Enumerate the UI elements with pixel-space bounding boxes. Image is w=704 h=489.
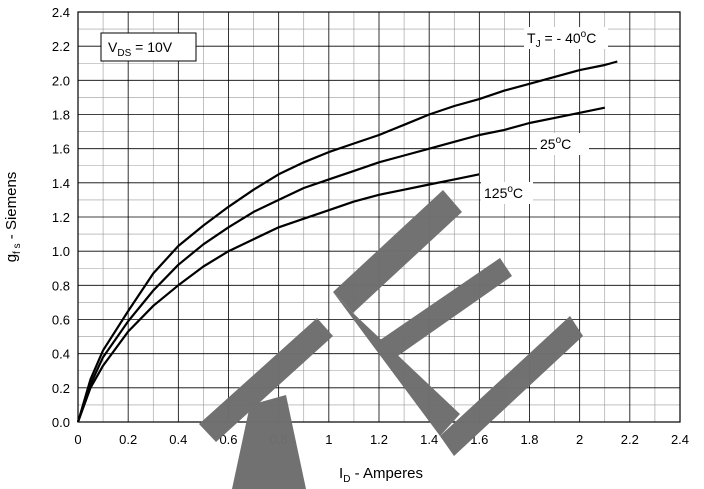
x-tick-label: 0.4 — [169, 432, 187, 447]
series-labels: TJ = - 40oC 25oC 125oC — [481, 27, 608, 204]
x-tick-label: 1 — [325, 432, 332, 447]
watermark-stroke-1 — [232, 395, 306, 489]
x-tick-label: 1.8 — [520, 432, 538, 447]
y-tick-label: 2.2 — [52, 39, 70, 54]
y-tick-label: 1.4 — [52, 176, 70, 191]
watermark-stroke-4 — [380, 258, 512, 360]
watermark-logo — [199, 190, 583, 489]
watermark-stroke-3 — [333, 292, 460, 436]
x-axis-title: ID - Amperes — [339, 465, 423, 485]
series-label-background — [481, 182, 533, 204]
watermark-stroke-2 — [333, 190, 462, 313]
condition-box: VDS = 10V — [100, 32, 197, 62]
x-axis-tick-labels: 00.20.40.60.811.21.41.61.822.22.4 — [74, 432, 689, 447]
y-axis-title: gf s - Siemens — [3, 172, 23, 263]
series-line-2 — [76, 173, 480, 423]
series-label-2: 125oC — [484, 184, 523, 201]
condition-box-frame — [100, 32, 197, 62]
series-label-1: 25oC — [540, 135, 571, 152]
x-tick-label: 1.2 — [370, 432, 388, 447]
y-tick-label: 0.2 — [52, 381, 70, 396]
y-tick-label: 0.8 — [52, 278, 70, 293]
condition-box-label: VDS = 10V — [108, 39, 173, 59]
series-lines — [76, 60, 618, 423]
x-tick-label: 2 — [576, 432, 583, 447]
y-axis-tick-labels: 0.0 0.2 0.4 0.6 0.8 1.0 1.2 1.4 1.6 1.8 2.0 2.2 2.4 — [52, 5, 70, 430]
series-label-background — [524, 27, 608, 49]
watermark-stroke-0 — [199, 318, 333, 442]
series-label-0: TJ = - 40oC — [527, 29, 596, 50]
series-line-0 — [76, 60, 618, 423]
watermark-stroke-5 — [440, 316, 583, 456]
y-tick-label: 0.6 — [52, 313, 70, 328]
y-tick-label: 1.2 — [52, 210, 70, 225]
x-tick-label: 0.2 — [119, 432, 137, 447]
y-tick-label: 1.8 — [52, 108, 70, 123]
y-tick-label: 2.0 — [52, 73, 70, 88]
y-tick-label: 1.0 — [52, 244, 70, 259]
y-tick-label: 1.6 — [52, 142, 70, 157]
x-tick-label: 1.4 — [420, 432, 438, 447]
y-tick-label: 0.4 — [52, 347, 70, 362]
x-tick-label: 0 — [74, 432, 81, 447]
y-tick-label: 2.4 — [52, 5, 70, 20]
y-tick-label: 0.0 — [52, 415, 70, 430]
x-tick-label: 2.2 — [621, 432, 639, 447]
series-line-1 — [76, 106, 606, 423]
x-tick-label: 0.6 — [219, 432, 237, 447]
x-tick-label: 2.4 — [671, 432, 689, 447]
grid-major — [77, 11, 681, 423]
plot-frame — [77, 11, 681, 423]
series-label-background — [537, 133, 589, 155]
